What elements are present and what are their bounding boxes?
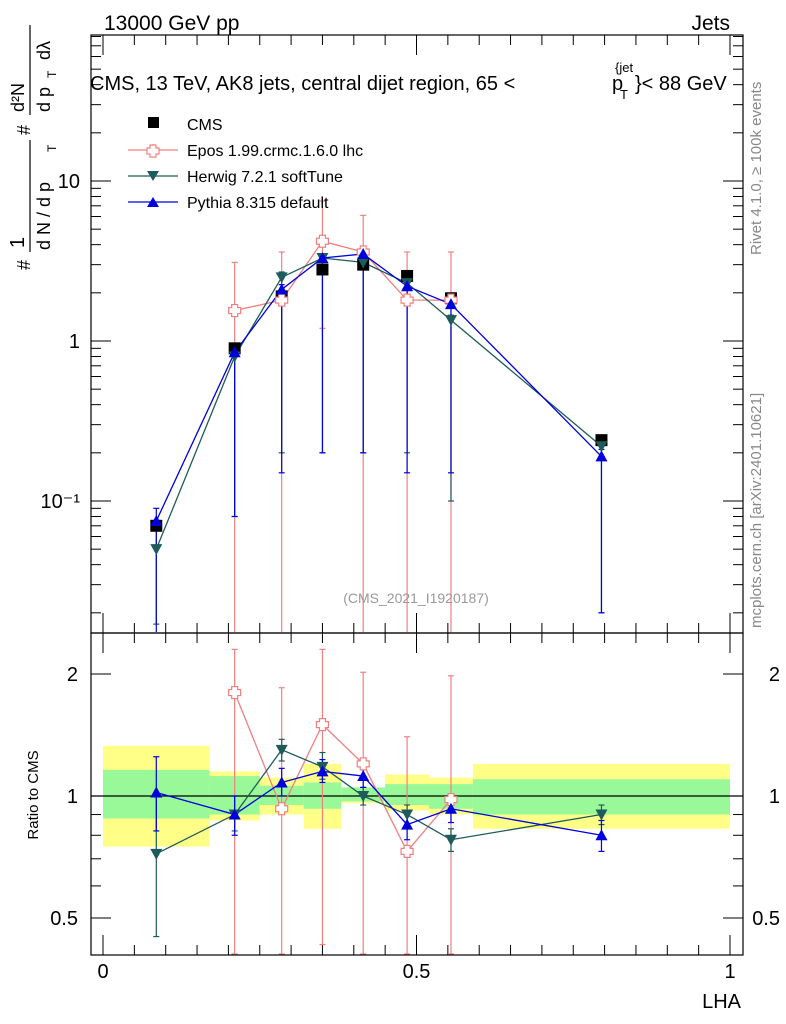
ratio-markers <box>150 685 608 860</box>
ratio-point-pythia <box>444 802 457 814</box>
main-point-herwig <box>150 544 163 556</box>
ratio-point-pythia <box>150 786 163 798</box>
ratio-point-epos <box>444 792 458 807</box>
main-point-epos <box>228 303 242 318</box>
y-label-T1: T <box>45 144 59 152</box>
main-point-herwig <box>595 441 608 453</box>
legend-label-cms: CMS <box>187 117 223 134</box>
ratio-point-epos <box>356 757 370 771</box>
main-point-herwig <box>275 272 288 284</box>
y-axis-label-main: # 1 d N / d p T # d²N d p T dλ <box>7 25 59 270</box>
analysis-watermark: (CMS_2021_I1920187) <box>343 590 489 606</box>
plot-title: CMS, 13 TeV, AK8 jets, central dijet reg… <box>90 73 515 95</box>
plot-title-main: CMS, 13 TeV, AK8 jets, central dijet reg… <box>90 73 515 95</box>
main-axis-ticks: 10⁻¹ 1 10 <box>41 35 743 633</box>
legend-marker-pythia <box>147 197 159 207</box>
y-label-dl: dλ <box>34 41 54 60</box>
ratio-ytick-label-left: 0.5 <box>50 908 78 930</box>
legend-label-pythia: Pythia 8.315 default <box>187 195 329 212</box>
ratio-point-pythia <box>401 818 414 830</box>
header-energy: 13000 GeV pp <box>104 12 239 35</box>
legend: CMS Epos 1.99.crmc.1.6.0 lhc Herwig 7.2.… <box>128 117 363 212</box>
main-point-pythia <box>401 280 414 292</box>
ratio-point-herwig <box>275 744 288 756</box>
legend-marker-cms <box>148 117 159 128</box>
legend-marker-herwig <box>147 171 159 181</box>
legend-label-herwig: Herwig 7.2.1 softTune <box>187 169 343 186</box>
ratio-point-herwig <box>150 848 163 860</box>
plot-title-p: p <box>612 73 623 95</box>
main-point-pythia <box>357 247 370 259</box>
y-label-hash2: # <box>14 125 34 135</box>
ratio-ytick-label-right: 2 <box>769 664 780 686</box>
plot-title-sub: T <box>620 87 628 102</box>
y-axis-label-ratio: Ratio to CMS <box>25 750 42 839</box>
y-label-dN: d N / d p <box>34 182 54 250</box>
mcplots-credit-label: mcplots.cern.ch [arXiv:2401.10621] <box>748 393 765 628</box>
ratio-ytick-label-left: 1 <box>67 786 78 808</box>
ratio-axis-ticks: 0.5 0.5 1 1 2 2 0 0.5 1 <box>50 633 780 983</box>
y-label-T2: T <box>45 70 59 78</box>
main-point-pythia <box>150 514 163 526</box>
x-tick-label: 0.5 <box>403 961 431 983</box>
main-ytick-label: 10⁻¹ <box>41 491 81 513</box>
x-tick-label: 0 <box>97 961 108 983</box>
ratio-line-epos <box>234 692 452 853</box>
y-label-d2N: d²N <box>8 83 28 112</box>
main-line-pythia <box>155 253 602 522</box>
ratio-point-herwig <box>357 791 370 802</box>
ratio-line-pythia <box>156 770 602 836</box>
main-point-epos <box>400 293 414 307</box>
x-axis-label: LHA <box>702 991 742 1013</box>
main-point-pythia <box>275 283 288 295</box>
ratio-frame <box>90 632 744 956</box>
main-point-pythia <box>444 298 457 310</box>
plot-title-end: }< 88 GeV <box>635 73 727 95</box>
legend-label-epos: Epos 1.99.crmc.1.6.0 lhc <box>187 143 363 160</box>
ratio-point-epos <box>400 844 414 858</box>
ratio-point-herwig <box>595 809 608 821</box>
y-label-one: 1 <box>7 237 29 248</box>
main-point-pythia <box>228 346 241 358</box>
main-ytick-label: 10 <box>58 171 80 193</box>
header-category: Jets <box>691 12 730 35</box>
ratio-point-pythia <box>275 776 288 788</box>
ratio-series-lines <box>156 692 602 855</box>
x-tick-label: 1 <box>724 961 735 983</box>
ratio-point-pythia <box>228 808 241 820</box>
main-point-herwig <box>357 257 370 269</box>
legend-marker-epos <box>146 144 160 158</box>
main-line-herwig <box>155 257 602 550</box>
main-point-epos <box>315 234 330 248</box>
y-label-hash1: # <box>14 260 34 270</box>
ratio-point-herwig <box>444 834 457 846</box>
ratio-point-herwig <box>401 809 414 821</box>
y-label-dp: d p <box>34 87 54 112</box>
ratio-ytick-label-left: 2 <box>67 664 78 686</box>
main-series-lines <box>155 240 602 550</box>
main-markers <box>150 234 608 556</box>
main-ytick-label: 1 <box>69 331 80 353</box>
main-line-epos <box>234 240 451 312</box>
ratio-line-herwig <box>156 749 602 855</box>
ratio-ytick-label-right: 1 <box>769 786 780 808</box>
main-point-pythia <box>595 450 608 462</box>
ratio-point-epos <box>315 718 330 732</box>
ratio-point-epos <box>275 802 289 816</box>
main-point-herwig <box>444 315 457 327</box>
ratio-point-pythia <box>595 829 608 841</box>
main-point-pythia <box>316 252 329 264</box>
ratio-bands <box>91 745 743 847</box>
main-point-epos <box>275 293 289 307</box>
ratio-point-epos <box>228 685 242 700</box>
ratio-point-pythia <box>316 765 329 777</box>
plot-title-sup: {jet <box>615 60 633 75</box>
rivet-version-label: Rivet 4.1.0, ≥ 100k events <box>748 82 765 255</box>
ratio-ytick-label-right: 0.5 <box>752 908 780 930</box>
ratio-point-pythia <box>357 770 370 782</box>
cms-data-point <box>316 263 329 276</box>
ratio-pad: 0.5 0.5 1 1 2 2 0 0.5 1 <box>50 632 780 983</box>
main-pad: 10⁻¹ 1 10 (CMS_2021_I1920187) <box>41 34 744 634</box>
